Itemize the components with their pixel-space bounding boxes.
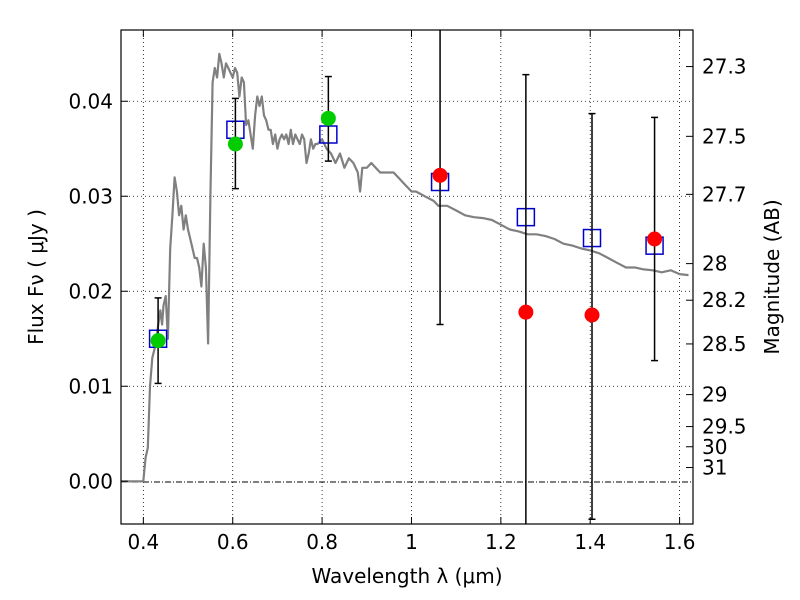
mag-tick-label: 28 xyxy=(702,252,727,276)
observed-flux-point xyxy=(647,231,663,247)
observed-points xyxy=(150,110,663,349)
observed-flux-point xyxy=(150,333,166,349)
observed-flux-point xyxy=(518,304,534,320)
observed-flux-point xyxy=(584,307,600,323)
error-bars xyxy=(154,30,659,524)
observed-flux-point xyxy=(320,110,336,126)
y-tick-label: 0.00 xyxy=(68,469,113,493)
y-tick-label: 0.03 xyxy=(68,184,113,208)
mag-tick-label: 27.5 xyxy=(702,124,747,148)
x-tick-label: 1 xyxy=(405,530,418,554)
mag-tick-label: 27.3 xyxy=(702,55,747,79)
x-axis-title: Wavelength λ (μm) xyxy=(311,564,502,588)
plot-frame xyxy=(120,29,694,525)
mag-tick-label: 28.5 xyxy=(702,332,747,356)
x-tick-label: 0.4 xyxy=(127,530,159,554)
observed-flux-point xyxy=(432,167,448,183)
model-spectrum-layer xyxy=(121,52,689,483)
x-tick-label: 0.6 xyxy=(217,530,249,554)
y-tick-label: 0.01 xyxy=(68,374,113,398)
mag-tick-label: 29.5 xyxy=(702,415,747,439)
model-spectrum-line xyxy=(121,52,689,483)
x-tick-label: 1.6 xyxy=(664,530,696,554)
grid xyxy=(121,30,693,524)
mag-tick-label: 27.7 xyxy=(702,182,747,206)
x-tick-label: 1.4 xyxy=(574,530,606,554)
x-axis-ticks: 0.4 0.6 0.8 1 1.2 1.4 1.6 xyxy=(127,30,696,554)
y-tick-label: 0.04 xyxy=(68,89,113,113)
y-axis-title: Flux Fν ( μJy ) xyxy=(24,209,48,345)
right-axis-title: Magnitude (AB) xyxy=(760,199,784,354)
observed-flux-point xyxy=(227,136,243,152)
mag-tick-label: 31 xyxy=(702,456,727,480)
y-axis-ticks: 0.00 0.01 0.02 0.03 0.04 xyxy=(68,89,128,493)
x-tick-label: 1.2 xyxy=(485,530,517,554)
mag-tick-label: 29 xyxy=(702,383,727,407)
x-tick-label: 0.8 xyxy=(306,530,338,554)
mag-tick-label: 28.2 xyxy=(702,288,747,312)
mag-tick-label: 30 xyxy=(702,435,727,459)
y-tick-label: 0.02 xyxy=(68,279,113,303)
